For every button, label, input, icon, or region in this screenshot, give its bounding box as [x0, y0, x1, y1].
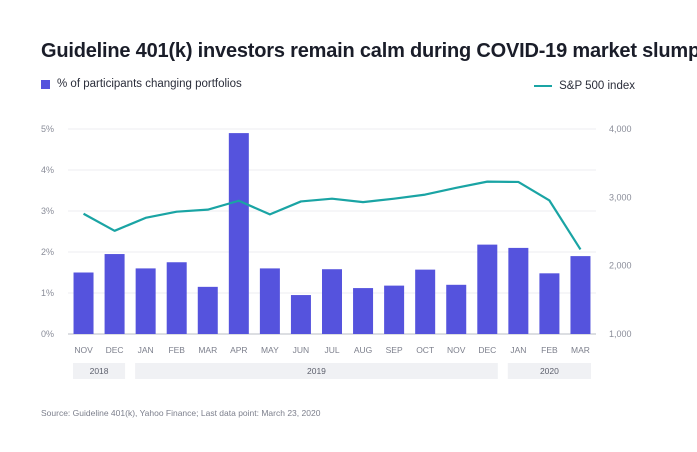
- bar: [259, 268, 280, 334]
- year-label: 2020: [540, 366, 559, 376]
- bar: [508, 247, 529, 334]
- month-label: DEC: [106, 345, 124, 355]
- bar: [104, 254, 125, 334]
- source-note: Source: Guideline 401(k), Yahoo Finance;…: [41, 408, 321, 418]
- month-label: JUL: [324, 345, 339, 355]
- bar: [73, 272, 94, 334]
- month-label: FEB: [168, 345, 185, 355]
- bar: [477, 244, 498, 334]
- left-tick-label: 0%: [41, 329, 54, 339]
- bar: [446, 284, 467, 334]
- left-tick-label: 1%: [41, 288, 54, 298]
- month-label: SEP: [386, 345, 403, 355]
- right-tick-label: 1,000: [609, 329, 632, 339]
- month-label: JAN: [510, 345, 526, 355]
- right-tick-label: 3,000: [609, 192, 632, 202]
- left-tick-label: 4%: [41, 165, 54, 175]
- year-band: [73, 363, 126, 379]
- bar: [228, 133, 249, 334]
- month-label: AUG: [354, 345, 372, 355]
- year-band: [507, 363, 591, 379]
- month-label: FEB: [541, 345, 558, 355]
- legend-line-swatch: [534, 85, 553, 87]
- legend-line-label: S&P 500 index: [559, 80, 635, 92]
- month-label: APR: [230, 345, 247, 355]
- year-label: 2018: [90, 366, 109, 376]
- month-label: NOV: [74, 345, 93, 355]
- bar: [166, 262, 187, 334]
- month-label: MAR: [198, 345, 217, 355]
- bar: [322, 269, 342, 334]
- bar: [384, 285, 405, 334]
- bar: [415, 269, 436, 334]
- month-label: MAR: [571, 345, 590, 355]
- left-tick-label: 3%: [41, 206, 54, 216]
- month-label: JUN: [293, 345, 310, 355]
- left-tick-label: 2%: [41, 247, 54, 257]
- bar: [135, 268, 156, 334]
- right-tick-label: 4,000: [609, 124, 632, 134]
- year-band: [135, 363, 498, 379]
- legend-bars: % of participants changing portfolios: [41, 78, 242, 90]
- bar: [539, 273, 560, 334]
- bar: [290, 295, 311, 334]
- month-label: JAN: [138, 345, 154, 355]
- month-label: DEC: [478, 345, 496, 355]
- legend-line: S&P 500 index: [534, 80, 635, 92]
- chart-title: Guideline 401(k) investors remain calm d…: [41, 40, 697, 62]
- bar: [570, 256, 591, 334]
- left-tick-label: 5%: [41, 124, 54, 134]
- month-label: OCT: [416, 345, 434, 355]
- year-label: 2019: [307, 366, 326, 376]
- legend-bars-label: % of participants changing portfolios: [57, 78, 242, 90]
- legend-bar-swatch: [41, 79, 50, 89]
- sp500-line: [82, 180, 582, 251]
- right-tick-label: 2,000: [609, 261, 632, 271]
- month-label: MAY: [261, 345, 279, 355]
- month-label: NOV: [447, 345, 466, 355]
- bar: [197, 286, 218, 334]
- bar: [353, 288, 374, 334]
